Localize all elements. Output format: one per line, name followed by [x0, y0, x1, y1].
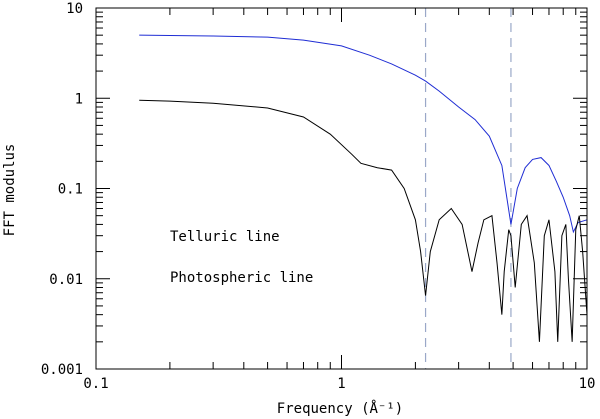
x-axis-label: Frequency (Å⁻¹): [277, 400, 403, 417]
legend-telluric-label: Telluric line: [170, 229, 280, 245]
tick-layer: 0.1 1 10 0.001 0.01 0.1 1 10: [41, 1, 596, 392]
x-tick-label: 1: [337, 376, 345, 392]
legend-photospheric-label: Photospheric line: [170, 270, 313, 286]
y-tick-label: 0.001: [41, 362, 83, 378]
y-tick-label: 10: [66, 1, 83, 17]
plot-layer: [139, 8, 588, 369]
plot-frame: [95, 7, 588, 370]
y-axis-label: FFT modulus: [2, 144, 18, 237]
y-tick-label: 0.1: [58, 182, 83, 198]
x-tick-label: 0.1: [83, 376, 108, 392]
x-tick-label: 10: [579, 376, 596, 392]
series-line-1: [139, 99, 588, 342]
series-line-0: [139, 34, 588, 234]
y-tick-label: 0.01: [49, 272, 83, 288]
y-tick-label: 1: [75, 91, 83, 107]
